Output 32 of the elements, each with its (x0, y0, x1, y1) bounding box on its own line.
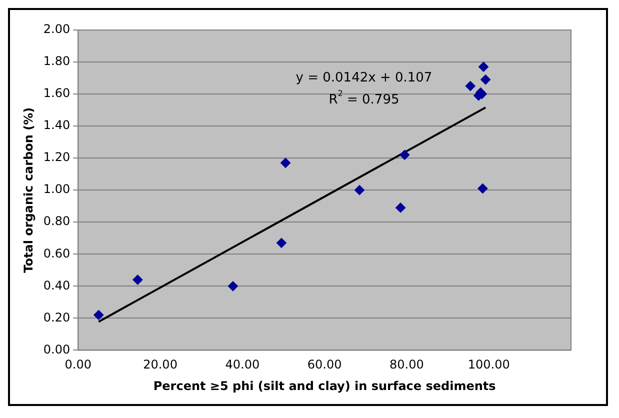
y-tick-label: 2.00 (43, 22, 70, 36)
point (276, 238, 286, 248)
y-tick-label: 0.20 (43, 310, 70, 324)
y-tick-label: 1.60 (43, 86, 70, 100)
x-tick-label: 0.00 (64, 358, 92, 372)
point (465, 81, 476, 92)
y-axis-title: Total organic carbon (%) (21, 107, 36, 273)
y-tick-label: 1.20 (43, 150, 70, 164)
y-tick-label: 0.40 (43, 278, 70, 292)
point (478, 184, 488, 194)
x-tick-label: 100.00 (468, 358, 510, 372)
x-tick-label: 40.00 (225, 358, 260, 372)
point (400, 150, 410, 160)
point (132, 274, 143, 285)
x-tick-label: 20.00 (143, 358, 178, 372)
point (280, 158, 291, 168)
y-tick-label: 0.00 (43, 342, 70, 356)
point (354, 185, 364, 196)
point (94, 310, 104, 320)
point (228, 281, 238, 292)
y-tick-label: 0.60 (43, 246, 70, 260)
point (480, 74, 491, 85)
point (396, 202, 406, 213)
annotation: y = 0.0142x + 0.107 (296, 70, 432, 86)
y-tick-label: 1.80 (43, 54, 70, 68)
x-tick-label: 80.00 (390, 358, 424, 372)
point (478, 62, 489, 72)
y-tick-label: 1.00 (43, 182, 70, 196)
x-axis-title: Percent ≥5 phi (silt and clay) in surface sediments (153, 378, 496, 393)
y-tick-label: 1.40 (43, 118, 70, 132)
y-tick-label: 0.80 (43, 214, 70, 228)
x-tick-label: 60.00 (307, 358, 342, 372)
